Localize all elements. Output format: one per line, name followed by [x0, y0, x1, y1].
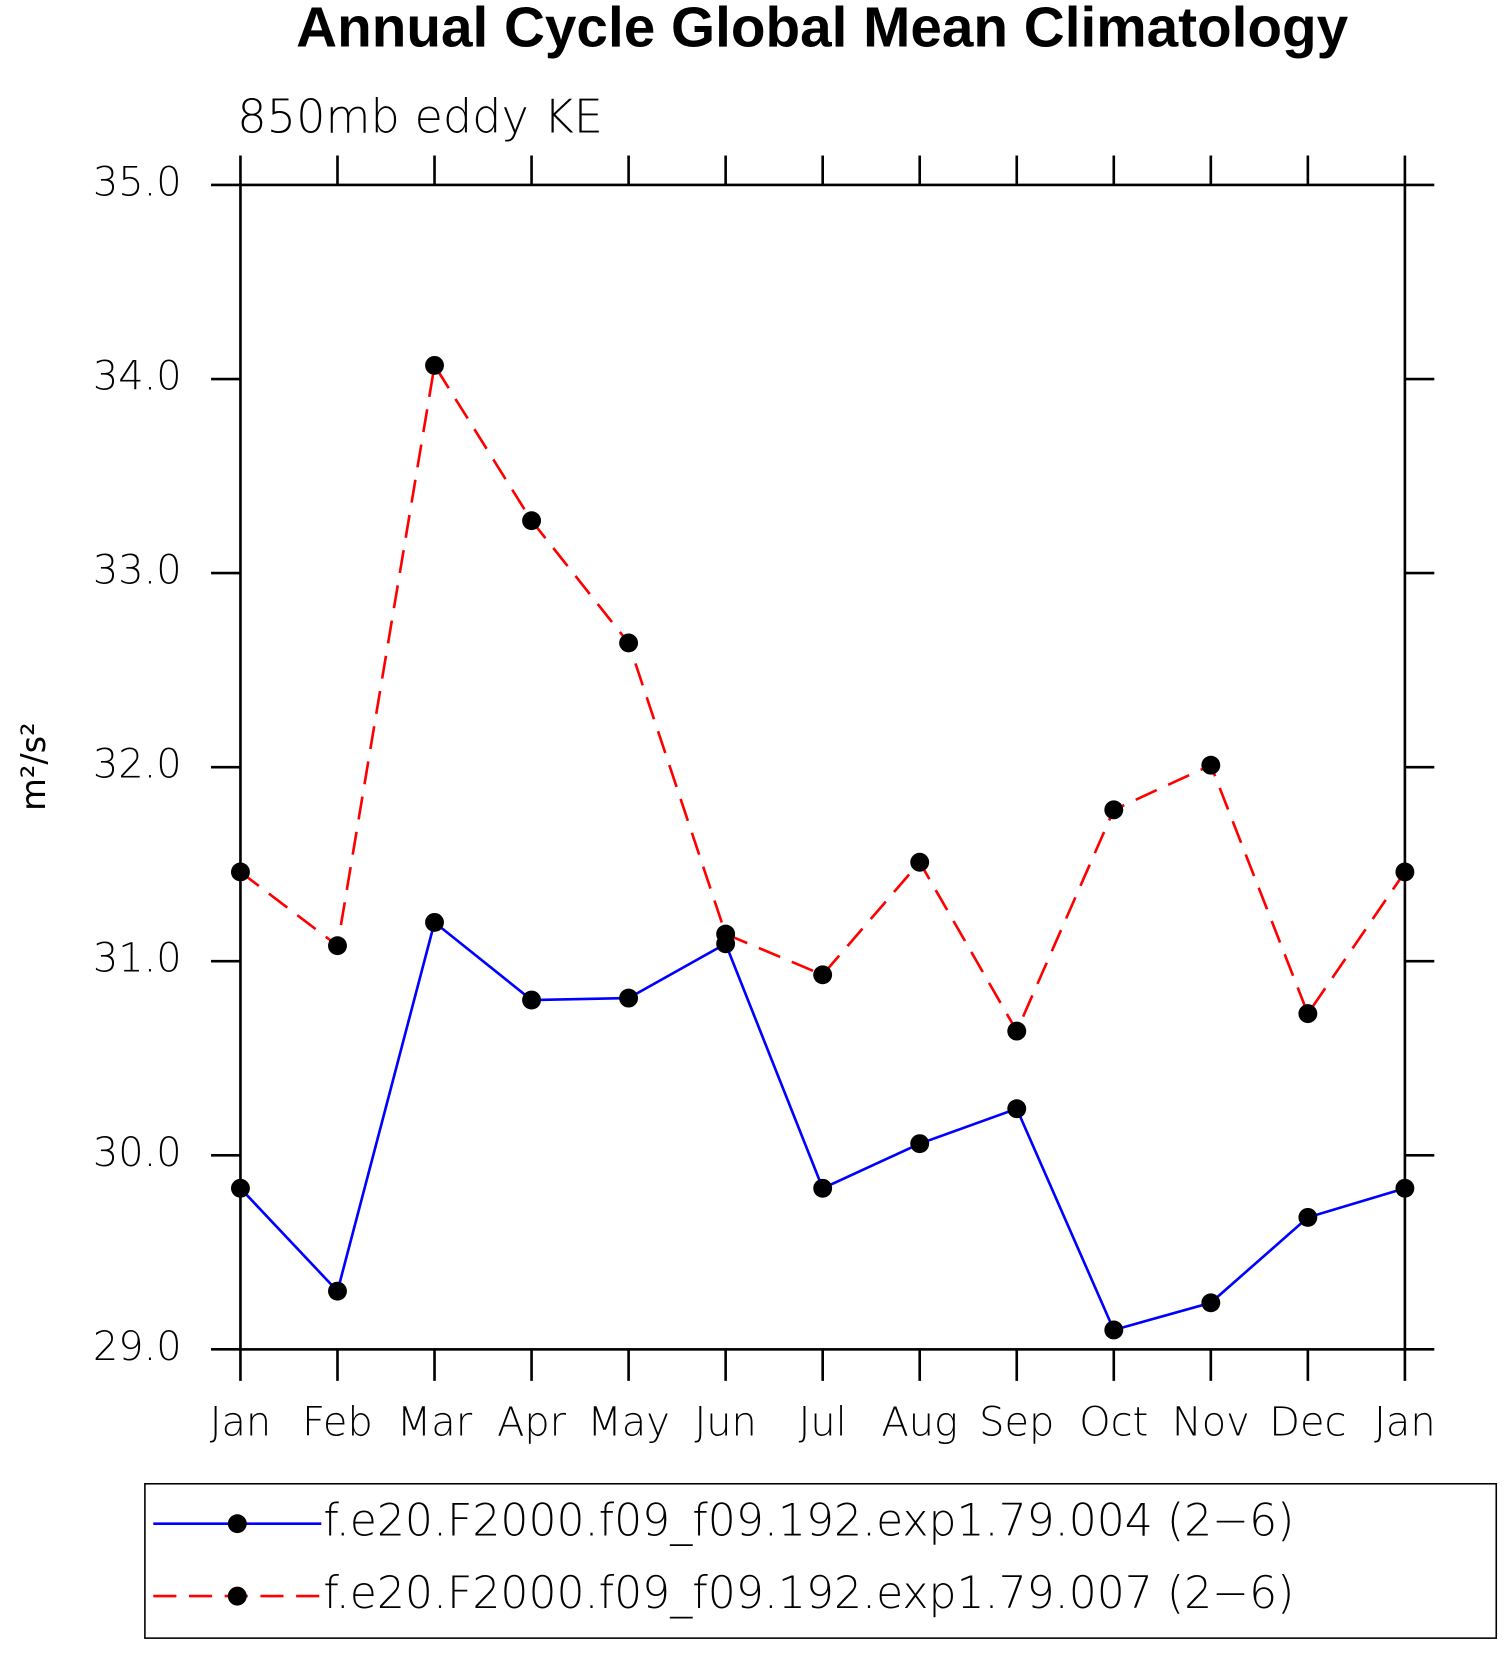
data-point [425, 912, 444, 932]
legend-box [144, 1482, 1498, 1639]
chart-subtitle: 850mb eddy KE [237, 89, 603, 143]
data-point [619, 633, 639, 653]
data-point [716, 924, 736, 944]
data-point [1298, 1207, 1318, 1227]
x-tick-label: Jun [694, 1399, 756, 1445]
data-point [813, 965, 833, 985]
data-point [1395, 862, 1415, 882]
y-tick-label: 35.0 [93, 159, 182, 205]
series-line [239, 361, 1406, 1034]
plot-frame [239, 183, 1407, 1351]
data-point [910, 852, 930, 872]
data-point [328, 936, 347, 956]
y-tick-label: 30.0 [93, 1130, 182, 1176]
data-point [1104, 1320, 1124, 1340]
x-tick-label: Aug [881, 1399, 957, 1445]
x-tick-label: Jan [1374, 1399, 1435, 1445]
data-point [522, 511, 542, 531]
data-point [910, 1134, 930, 1154]
x-tick-label: Nov [1172, 1399, 1250, 1445]
x-tick-label: Jul [799, 1399, 847, 1445]
x-tick-label: Mar [397, 1399, 473, 1445]
y-tick-label: 34.0 [93, 354, 182, 400]
y-tick-label: 31.0 [93, 936, 182, 982]
data-point [1007, 1021, 1027, 1041]
y-tick-label: 29.0 [93, 1324, 182, 1370]
data-point [1201, 1293, 1221, 1313]
data-point [522, 990, 542, 1010]
data-point [425, 355, 444, 375]
x-tick-label: Oct [1079, 1399, 1148, 1445]
legend-marker [227, 1586, 247, 1606]
x-tick-label: Apr [497, 1399, 567, 1445]
data-point [1104, 800, 1124, 820]
legend-marker [227, 1514, 247, 1534]
legend-label: f.e20.F2000.f09_f09.192.exp1.79.007 (2−6… [323, 1568, 1294, 1619]
legend-label: f.e20.F2000.f09_f09.192.exp1.79.004 (2−6… [323, 1496, 1294, 1547]
x-tick-label: Jan [210, 1399, 271, 1445]
x-tick-label: Feb [302, 1399, 373, 1445]
x-tick-label: May [587, 1399, 669, 1445]
y-tick-label: 33.0 [93, 548, 182, 594]
y-tick-label: 32.0 [93, 742, 182, 788]
data-point [231, 1178, 250, 1198]
data-point [813, 1178, 833, 1198]
data-point [1395, 1178, 1415, 1198]
data-point [328, 1281, 347, 1301]
data-point [1007, 1099, 1027, 1119]
y-axis-label: m²/s² [14, 722, 53, 810]
data-point [1201, 755, 1221, 775]
x-tick-label: Dec [1269, 1399, 1346, 1445]
data-point [231, 862, 250, 882]
chart-title: Annual Cycle Global Mean Climatology [296, 0, 1349, 60]
x-tick-label: Sep [979, 1399, 1054, 1445]
data-point [619, 988, 639, 1008]
data-point [1298, 1004, 1318, 1024]
